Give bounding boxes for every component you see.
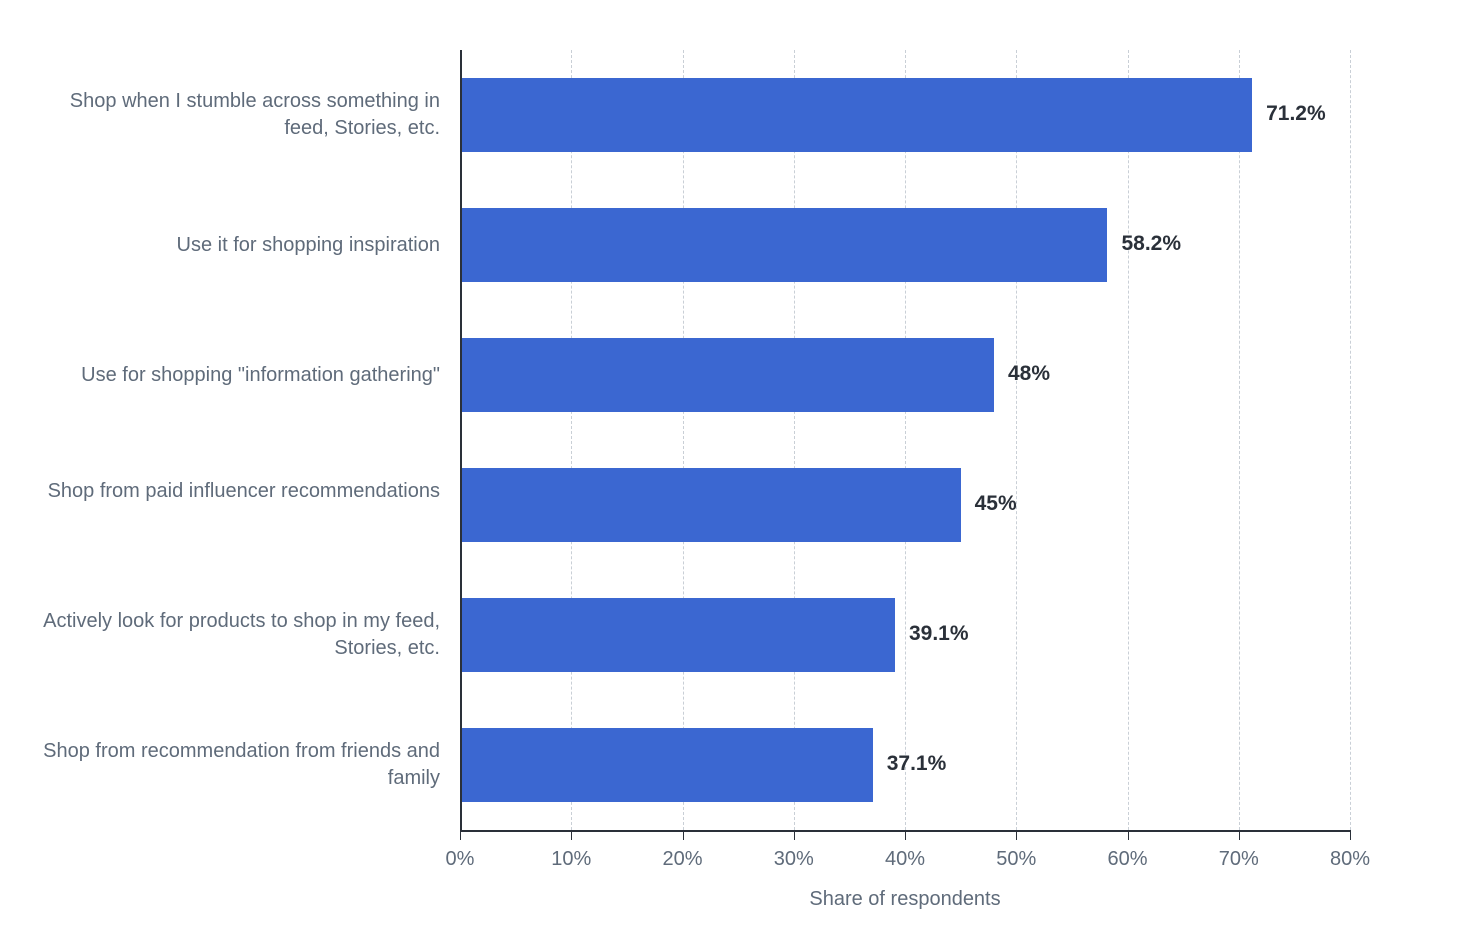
category-label: Use it for shopping inspiration (20, 232, 440, 259)
bar-value-label: 58.2% (1121, 232, 1181, 256)
gridline (1350, 50, 1351, 830)
x-tick-label: 40% (885, 848, 925, 871)
bar-value-label: 37.1% (887, 752, 947, 776)
plot-area: 71.2% 58.2% 48% 45% 39.1% 37.1% (460, 50, 1350, 830)
bar-value-label: 71.2% (1266, 102, 1326, 126)
gridline (1016, 50, 1017, 830)
bar (460, 208, 1107, 282)
bar-value-label: 39.1% (909, 622, 969, 646)
gridline (794, 50, 795, 830)
x-tick-mark (1016, 830, 1017, 840)
x-tick-mark (905, 830, 906, 840)
x-axis-title: Share of respondents (809, 888, 1000, 911)
x-tick-mark (1350, 830, 1351, 840)
y-axis-line (460, 50, 462, 830)
bar (460, 338, 994, 412)
x-tick-label: 50% (996, 848, 1036, 871)
category-label: Shop from paid influencer recommendation… (20, 478, 440, 505)
x-tick-mark (1239, 830, 1240, 840)
bar (460, 78, 1252, 152)
gridline (1239, 50, 1240, 830)
bar (460, 468, 961, 542)
x-tick-mark (460, 830, 461, 840)
bar (460, 598, 895, 672)
gridline (683, 50, 684, 830)
x-tick-mark (794, 830, 795, 840)
gridline (571, 50, 572, 830)
category-label: Use for shopping "information gathering" (20, 362, 440, 389)
x-tick-label: 20% (662, 848, 702, 871)
x-tick-mark (1128, 830, 1129, 840)
x-tick-mark (571, 830, 572, 840)
category-label: Shop when I stumble across something in … (20, 88, 440, 142)
x-tick-label: 10% (551, 848, 591, 871)
x-tick-label: 70% (1219, 848, 1259, 871)
x-tick-label: 0% (446, 848, 475, 871)
x-tick-mark (683, 830, 684, 840)
gridline (905, 50, 906, 830)
x-tick-label: 80% (1330, 848, 1370, 871)
bar-value-label: 45% (975, 492, 1017, 516)
x-tick-label: 60% (1107, 848, 1147, 871)
gridline (1128, 50, 1129, 830)
bar (460, 728, 873, 802)
x-tick-label: 30% (774, 848, 814, 871)
category-label: Shop from recommendation from friends an… (20, 738, 440, 792)
bar-value-label: 48% (1008, 362, 1050, 386)
category-label: Actively look for products to shop in my… (20, 608, 440, 662)
bar-chart: 71.2% 58.2% 48% 45% 39.1% 37.1% Shop when I s… (0, 0, 1474, 944)
